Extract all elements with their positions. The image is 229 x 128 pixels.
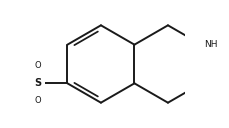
Text: O: O — [34, 61, 41, 70]
Text: O: O — [34, 96, 41, 105]
Text: S: S — [34, 78, 41, 88]
Text: NH: NH — [203, 40, 217, 49]
